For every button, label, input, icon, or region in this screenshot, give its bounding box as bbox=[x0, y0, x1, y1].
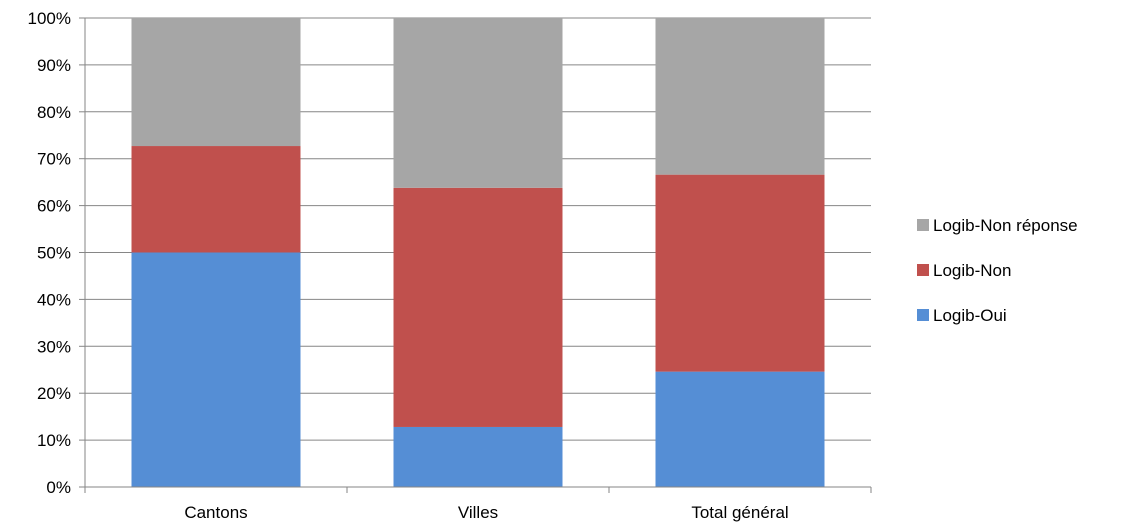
bar-segment bbox=[131, 252, 301, 487]
legend-label: Logib-Non réponse bbox=[933, 216, 1078, 235]
y-tick-label: 50% bbox=[37, 244, 71, 263]
y-tick-label: 100% bbox=[28, 9, 71, 28]
legend-label: Logib-Oui bbox=[933, 306, 1007, 325]
bar-segment bbox=[131, 146, 301, 253]
y-tick-label: 90% bbox=[37, 56, 71, 75]
y-tick-label: 70% bbox=[37, 150, 71, 169]
bar-segment bbox=[655, 174, 825, 372]
legend: Logib-Non réponse Logib-Non Logib-Oui bbox=[917, 216, 1078, 325]
legend-swatch bbox=[917, 219, 929, 231]
y-tick-label: 20% bbox=[37, 384, 71, 403]
bar-segment bbox=[655, 18, 825, 175]
y-tick-label: 30% bbox=[37, 337, 71, 356]
y-tick-label: 40% bbox=[37, 290, 71, 309]
y-tick-label: 10% bbox=[37, 431, 71, 450]
y-tick-label: 80% bbox=[37, 103, 71, 122]
legend-swatch bbox=[917, 309, 929, 321]
bar-segment bbox=[393, 18, 563, 188]
bar-segment bbox=[131, 18, 301, 147]
bar-segment bbox=[393, 187, 563, 427]
bar-segment bbox=[393, 426, 563, 487]
legend-swatch bbox=[917, 264, 929, 276]
bar-segment bbox=[655, 371, 825, 487]
x-category-label: Villes bbox=[458, 503, 498, 522]
x-category-label: Total général bbox=[691, 503, 788, 522]
bars bbox=[131, 18, 825, 487]
legend-label: Logib-Non bbox=[933, 261, 1011, 280]
x-category-label: Cantons bbox=[184, 503, 247, 522]
axes: 0% 10% 20% 30% 40% 50% 60% 70% 80% 90% 100% Cantons… bbox=[28, 9, 872, 522]
y-tick-label: 60% bbox=[37, 197, 71, 216]
y-tick-label: 0% bbox=[46, 478, 71, 497]
